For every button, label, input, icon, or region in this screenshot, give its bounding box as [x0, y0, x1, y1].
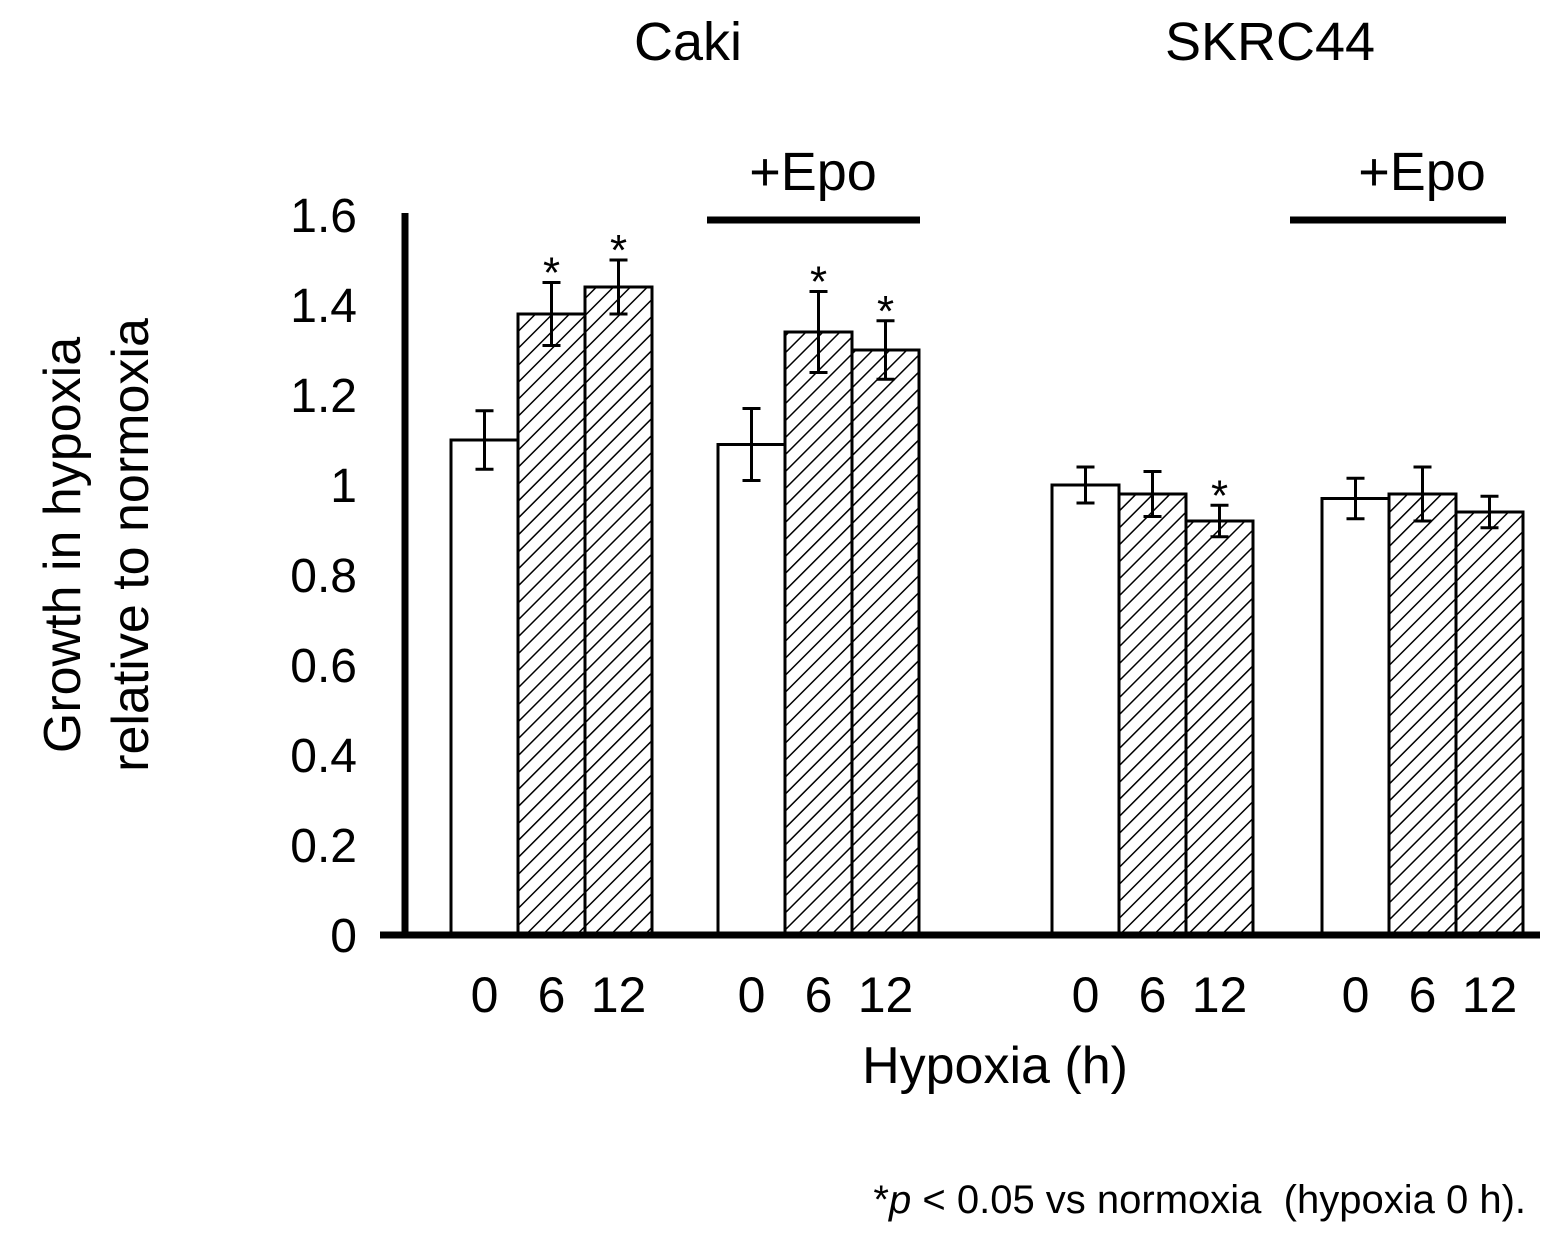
x-tick-label: 6 — [1409, 967, 1437, 1023]
y-tick-label: 0.4 — [290, 730, 357, 783]
group-title-skrc44: SKRC44 — [1165, 12, 1375, 72]
bar — [449, 438, 520, 937]
y-axis-title-line-2: relative to normoxia — [102, 318, 160, 772]
x-tick-label: 0 — [1342, 967, 1370, 1023]
bar — [583, 285, 654, 937]
group-title-caki: Caki — [634, 12, 742, 72]
x-tick-label: 6 — [538, 967, 566, 1023]
footnote: *p < 0.05 vs normoxia (hypoxia 0 h). — [873, 1178, 1526, 1222]
significance-markers: * * * * * — [543, 226, 1228, 520]
significance-marker: * — [1211, 471, 1228, 520]
footnote-star: * — [873, 1178, 889, 1222]
y-axis-title: Growth in hypoxia relative to normoxia — [34, 318, 160, 772]
x-tick-label: 12 — [858, 967, 914, 1023]
significance-marker: * — [610, 226, 627, 275]
y-tick-label: 1.4 — [290, 280, 357, 333]
x-tick-label: 0 — [1072, 967, 1100, 1023]
y-tick-label: 0.2 — [290, 820, 357, 873]
x-tick-label: 0 — [738, 967, 766, 1023]
bar — [716, 443, 787, 937]
significance-marker: * — [543, 249, 560, 298]
x-tick-label: 6 — [1139, 967, 1167, 1023]
bar — [1050, 483, 1121, 937]
y-tick-label: 1.2 — [290, 370, 357, 423]
x-tick-label: 0 — [471, 967, 499, 1023]
bar — [1117, 492, 1188, 937]
bar — [1454, 510, 1525, 937]
bar — [1184, 519, 1255, 937]
y-tick-labels: 0 0.2 0.4 0.6 0.8 1 1.2 1.4 1.6 — [290, 190, 357, 963]
epo-label-skrc44: +Epo — [1358, 142, 1486, 202]
footnote-text: < 0.05 vs normoxia (hypoxia 0 h). — [911, 1178, 1526, 1222]
x-tick-label: 12 — [1192, 967, 1248, 1023]
y-tick-label: 0.6 — [290, 640, 357, 693]
bar — [783, 330, 854, 937]
bars — [449, 285, 1525, 937]
y-axis-title-line-1: Growth in hypoxia — [34, 337, 92, 753]
epo-label-caki: +Epo — [749, 142, 877, 202]
bar — [1387, 492, 1458, 937]
y-tick-label: 1.6 — [290, 190, 357, 243]
x-tick-label: 12 — [1462, 967, 1518, 1023]
footnote-p: p — [888, 1178, 911, 1222]
x-tick-labels: 0 6 12 0 6 12 0 6 12 0 6 12 — [471, 967, 1518, 1023]
y-tick-label: 0 — [330, 910, 357, 963]
y-tick-label: 1 — [330, 460, 357, 513]
error-bars — [475, 258, 1499, 539]
x-axis-title: Hypoxia (h) — [862, 1037, 1128, 1095]
bar — [516, 312, 587, 937]
bar — [850, 348, 921, 937]
significance-marker: * — [877, 287, 894, 336]
x-tick-label: 6 — [805, 967, 833, 1023]
x-tick-label: 12 — [591, 967, 647, 1023]
y-tick-label: 0.8 — [290, 550, 357, 603]
bar — [1320, 497, 1391, 937]
significance-marker: * — [810, 258, 827, 307]
